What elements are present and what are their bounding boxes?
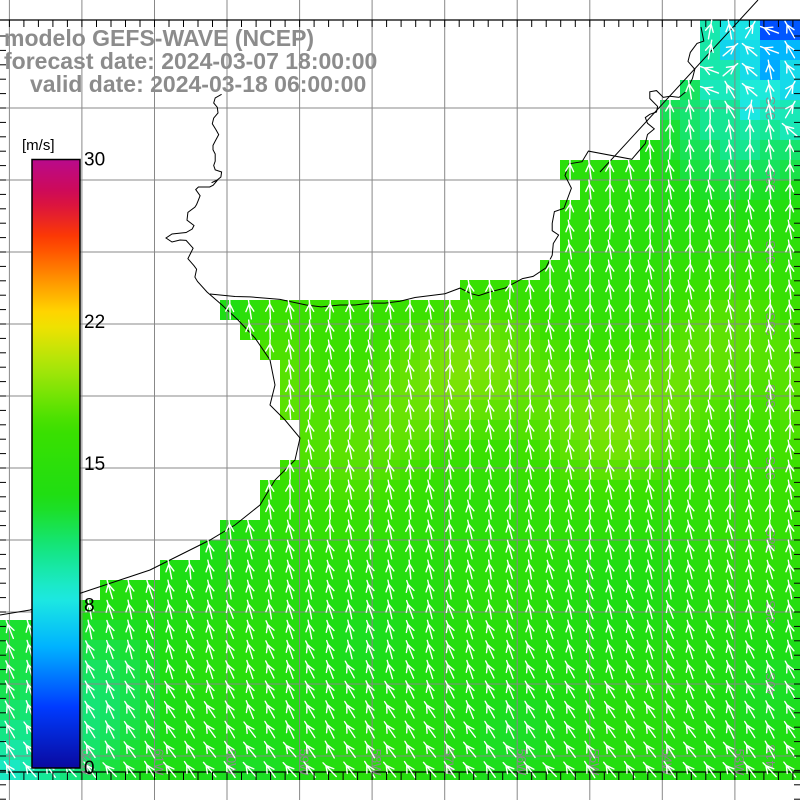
svg-text:15: 15 (84, 454, 105, 475)
svg-text:valid date: 2024-03-18 06:00:0: valid date: 2024-03-18 06:00:00 (30, 71, 366, 97)
svg-text:0: 0 (84, 758, 95, 779)
svg-text:22: 22 (84, 312, 105, 333)
svg-text:30: 30 (84, 150, 105, 171)
svg-text:[m/s]: [m/s] (22, 137, 55, 154)
svg-text:55W: 55W (587, 749, 602, 776)
svg-text:8: 8 (84, 596, 95, 617)
